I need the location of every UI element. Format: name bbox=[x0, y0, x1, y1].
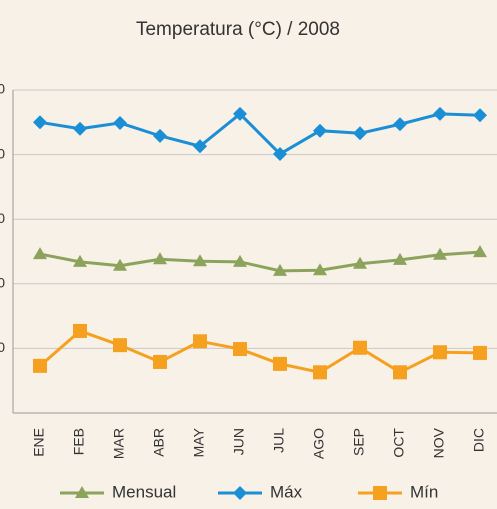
marker bbox=[153, 252, 167, 265]
marker bbox=[33, 247, 47, 260]
marker bbox=[373, 486, 387, 500]
marker bbox=[473, 245, 487, 258]
legend-label: Mensual bbox=[112, 482, 176, 501]
x-tick-label: MAY bbox=[191, 427, 207, 457]
marker bbox=[433, 247, 447, 260]
marker bbox=[233, 342, 247, 357]
marker bbox=[193, 334, 207, 349]
y-tick-label: 10 bbox=[0, 339, 5, 355]
x-tick-label: FEB bbox=[71, 428, 87, 455]
marker bbox=[353, 256, 367, 269]
y-tick-label: 40 bbox=[0, 145, 5, 161]
marker bbox=[193, 139, 207, 154]
marker bbox=[433, 106, 447, 121]
marker bbox=[73, 254, 87, 267]
marker bbox=[233, 486, 247, 500]
marker bbox=[73, 121, 87, 136]
marker bbox=[473, 345, 487, 360]
marker bbox=[273, 356, 287, 371]
y-tick-label: 30 bbox=[0, 210, 5, 226]
marker bbox=[313, 263, 327, 276]
x-tick-label: OCT bbox=[391, 428, 407, 458]
x-tick-label: SEP bbox=[351, 428, 367, 456]
y-tick-label: 50 bbox=[0, 81, 5, 97]
marker bbox=[153, 128, 167, 143]
marker bbox=[233, 254, 247, 267]
marker bbox=[353, 126, 367, 141]
series-line bbox=[39, 250, 481, 273]
marker bbox=[393, 117, 407, 132]
marker bbox=[313, 365, 327, 380]
series-line bbox=[39, 329, 481, 375]
marker bbox=[393, 252, 407, 265]
marker bbox=[193, 254, 207, 267]
marker bbox=[113, 258, 127, 271]
marker bbox=[73, 323, 87, 338]
x-tick-label: AGO bbox=[311, 428, 327, 459]
x-tick-label: NOV bbox=[431, 427, 447, 458]
marker bbox=[393, 365, 407, 380]
x-tick-label: ABR bbox=[151, 428, 167, 457]
marker bbox=[153, 354, 167, 369]
marker bbox=[353, 340, 367, 355]
x-tick-label: ENE bbox=[31, 428, 47, 457]
marker bbox=[273, 263, 287, 276]
marker bbox=[113, 115, 127, 130]
x-tick-label: MAR bbox=[111, 428, 127, 459]
legend-label: Mín bbox=[410, 482, 438, 501]
chart-title: Temperatura (°C) / 2008 bbox=[136, 19, 340, 40]
x-tick-label: JUL bbox=[271, 428, 287, 453]
marker bbox=[75, 486, 89, 498]
marker bbox=[33, 115, 47, 130]
marker bbox=[313, 123, 327, 138]
y-tick-label: 20 bbox=[0, 275, 5, 291]
marker bbox=[113, 338, 127, 353]
series-line bbox=[39, 111, 481, 156]
x-tick-label: DIC bbox=[471, 428, 487, 452]
marker bbox=[473, 108, 487, 123]
marker bbox=[433, 345, 447, 360]
marker bbox=[33, 358, 47, 373]
legend-label: Máx bbox=[270, 482, 303, 501]
x-tick-label: JUN bbox=[231, 428, 247, 455]
marker bbox=[273, 146, 287, 161]
marker bbox=[233, 106, 247, 121]
